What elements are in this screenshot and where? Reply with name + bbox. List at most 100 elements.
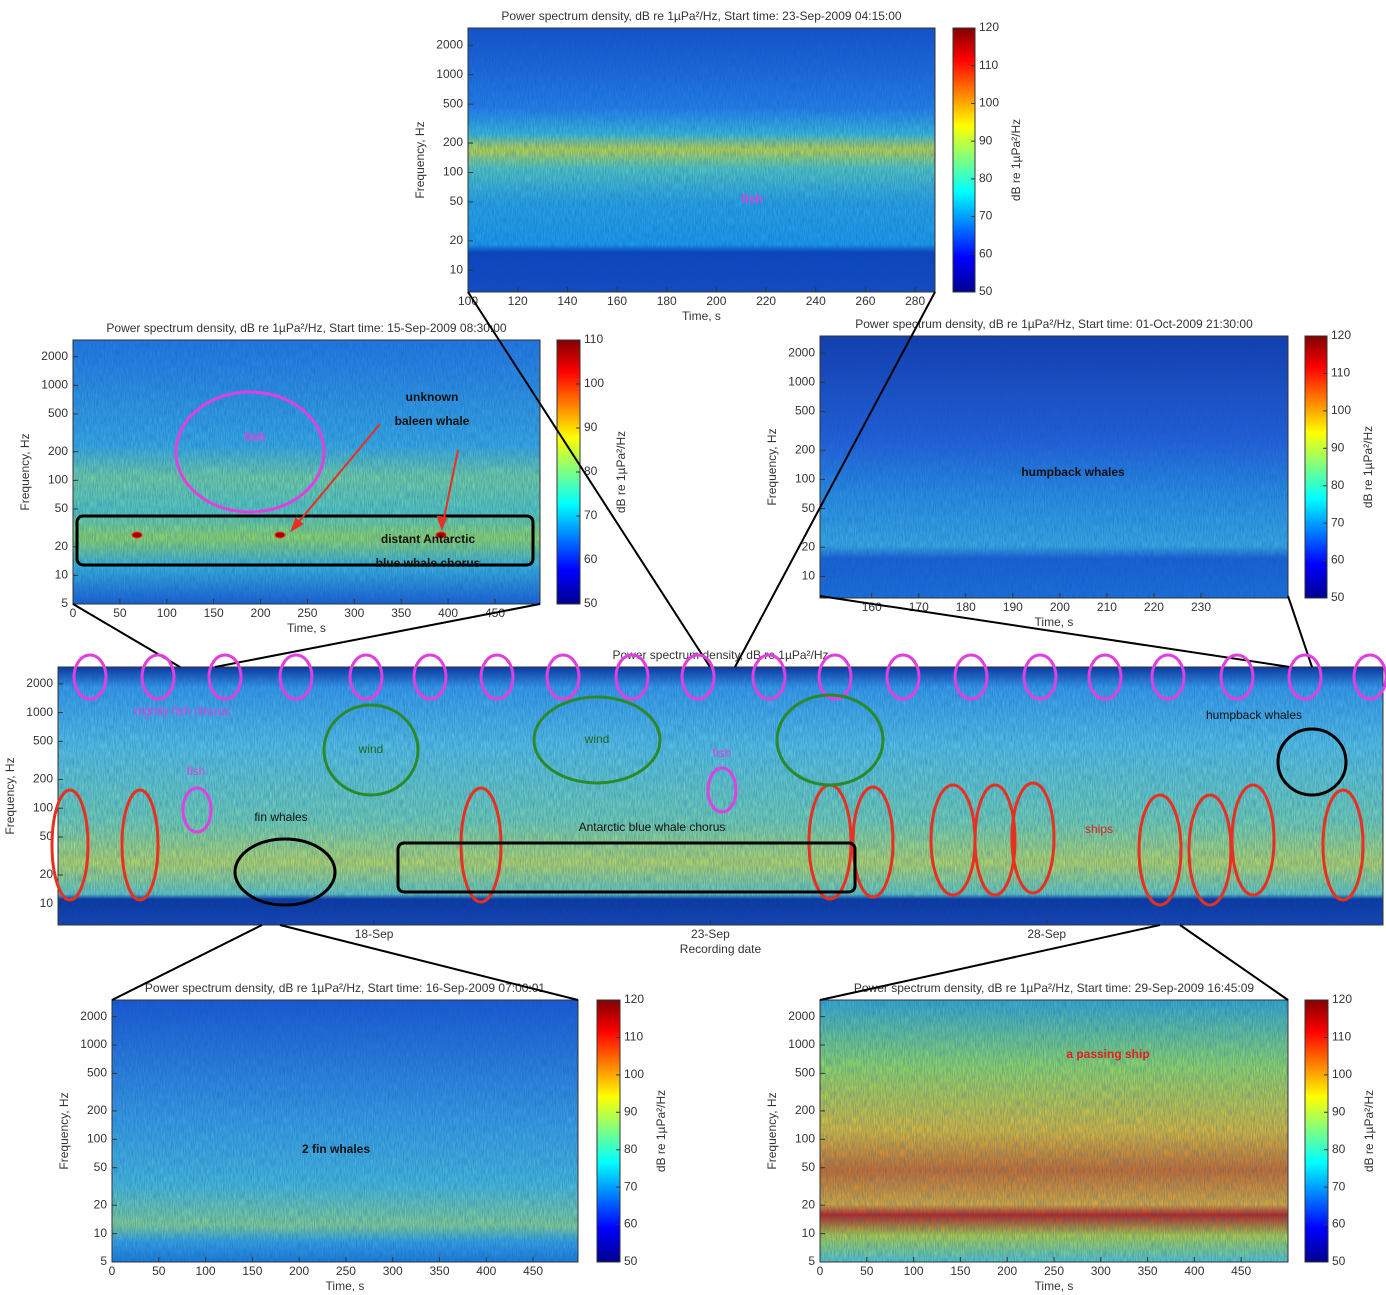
y-tick-label: 10 — [40, 896, 54, 910]
x-tick-label: 200 — [251, 606, 271, 620]
colorbar-tick-label: 80 — [624, 1142, 638, 1156]
x-axis-label: Recording date — [680, 942, 762, 956]
y-tick-label: 500 — [48, 406, 68, 420]
x-tick-label: 450 — [523, 1264, 543, 1278]
colorbar-tick-label: 60 — [1331, 553, 1345, 567]
x-tick-label: 200 — [997, 1264, 1017, 1278]
y-tick-label: 200 — [87, 1103, 107, 1117]
x-tick-label: 230 — [1191, 600, 1211, 614]
x-tick-label: 210 — [1097, 600, 1117, 614]
colorbar-tick-label: 90 — [624, 1104, 638, 1118]
colorbar-tick-label: 110 — [979, 58, 998, 72]
x-tick-label: 28-Sep — [1027, 927, 1066, 941]
x-tick-label: 150 — [204, 606, 224, 620]
x-tick-label: 350 — [1138, 1264, 1158, 1278]
x-tick-label: 300 — [1091, 1264, 1111, 1278]
annotation: humpback whales — [1206, 708, 1302, 722]
colorbar-label: dB re 1µPa²/Hz — [614, 431, 628, 513]
y-tick-label: 20 — [94, 1197, 108, 1211]
colorbar-tick-label: 60 — [1332, 1217, 1346, 1231]
colorbar-label: dB re 1µPa²/Hz — [1362, 1090, 1376, 1172]
x-tick-label: 300 — [383, 1264, 403, 1278]
spectrogram-texture — [468, 28, 935, 292]
spectrogram-texture — [820, 1000, 1288, 1262]
colorbar-tick-label: 90 — [1331, 440, 1345, 454]
colorbar-tick-label: 60 — [979, 246, 993, 260]
y-tick-label: 20 — [40, 867, 54, 881]
panel-title: Power spectrum density, dB re 1µPa²/Hz, … — [501, 9, 902, 23]
x-tick-label: 18-Sep — [355, 927, 394, 941]
y-tick-label: 500 — [795, 1066, 815, 1080]
annotation: distant Antarctic — [381, 532, 476, 546]
x-tick-label: 220 — [756, 294, 776, 308]
colorbar-tick-label: 120 — [1331, 328, 1351, 342]
x-tick-label: 200 — [706, 294, 726, 308]
x-tick-label: 400 — [1184, 1264, 1204, 1278]
annotation: fish — [741, 192, 762, 206]
x-axis-label: Time, s — [682, 309, 721, 323]
y-tick-label: 2000 — [788, 345, 815, 359]
x-tick-label: 350 — [429, 1264, 449, 1278]
colorbar-tick-label: 100 — [624, 1067, 644, 1081]
x-tick-label: 0 — [109, 1264, 116, 1278]
x-tick-label: 150 — [242, 1264, 262, 1278]
colorbar — [953, 28, 975, 292]
spectrogram-texture — [112, 1000, 578, 1262]
y-tick-label: 500 — [33, 734, 53, 748]
y-tick-label: 200 — [795, 1103, 815, 1117]
y-axis-label: Frequency, Hz — [57, 1092, 71, 1169]
colorbar-tick-label: 120 — [979, 20, 999, 34]
colorbar-tick-label: 80 — [979, 171, 993, 185]
y-tick-label: 10 — [55, 568, 69, 582]
y-tick-label: 500 — [443, 96, 463, 110]
x-tick-label: 250 — [336, 1264, 356, 1278]
y-tick-label: 5 — [100, 1254, 107, 1268]
x-tick-label: 280 — [905, 294, 925, 308]
spectrogram-texture — [58, 667, 1383, 925]
y-tick-label: 1000 — [436, 67, 463, 81]
colorbar-tick-label: 60 — [584, 552, 598, 566]
annotation: ships — [1085, 822, 1113, 836]
colorbar-tick-label: 110 — [624, 1030, 643, 1044]
colorbar-tick-label: 120 — [624, 992, 644, 1006]
colorbar-tick-label: 80 — [1331, 478, 1345, 492]
y-tick-label: 5 — [808, 1254, 815, 1268]
colorbar — [1305, 1000, 1328, 1262]
x-tick-label: 250 — [1044, 1264, 1064, 1278]
colorbar-tick-label: 70 — [979, 209, 993, 223]
y-tick-label: 100 — [87, 1131, 107, 1145]
annotation: fin whales — [254, 810, 307, 824]
x-tick-label: 220 — [1144, 600, 1164, 614]
y-tick-label: 1000 — [26, 705, 53, 719]
annotation: fish — [187, 764, 206, 778]
y-tick-label: 20 — [55, 539, 69, 553]
y-tick-label: 1000 — [80, 1037, 107, 1051]
colorbar-label: dB re 1µPa²/Hz — [1361, 426, 1375, 508]
y-tick-label: 200 — [48, 444, 68, 458]
y-tick-label: 100 — [33, 800, 53, 814]
x-tick-label: 140 — [557, 294, 577, 308]
y-tick-label: 100 — [795, 1131, 815, 1145]
x-tick-label: 150 — [950, 1264, 970, 1278]
x-tick-label: 400 — [476, 1264, 496, 1278]
annotation: wind — [584, 732, 610, 746]
y-tick-label: 500 — [87, 1066, 107, 1080]
colorbar-tick-label: 70 — [1332, 1179, 1346, 1193]
y-axis-label: Frequency, Hz — [18, 433, 32, 510]
y-tick-label: 20 — [802, 539, 816, 553]
y-tick-label: 100 — [443, 165, 463, 179]
colorbar-tick-label: 50 — [1332, 1254, 1346, 1268]
x-tick-label: 100 — [904, 1264, 924, 1278]
y-tick-label: 1000 — [41, 378, 68, 392]
colorbar — [1305, 336, 1327, 598]
annotation: Antarctic blue whale chorus — [579, 820, 726, 834]
annotation: fish — [244, 430, 265, 444]
annotation: 2 fin whales — [302, 1142, 370, 1156]
y-tick-label: 1000 — [788, 1037, 815, 1051]
y-tick-label: 50 — [450, 194, 464, 208]
colorbar-tick-label: 100 — [1331, 403, 1351, 417]
x-axis-label: Time, s — [1035, 615, 1074, 629]
y-tick-label: 5 — [61, 596, 68, 610]
x-tick-label: 23-Sep — [691, 927, 730, 941]
spectrogram-panel: Power spectrum density, dB re 1µPa²/Hz, … — [18, 321, 628, 635]
